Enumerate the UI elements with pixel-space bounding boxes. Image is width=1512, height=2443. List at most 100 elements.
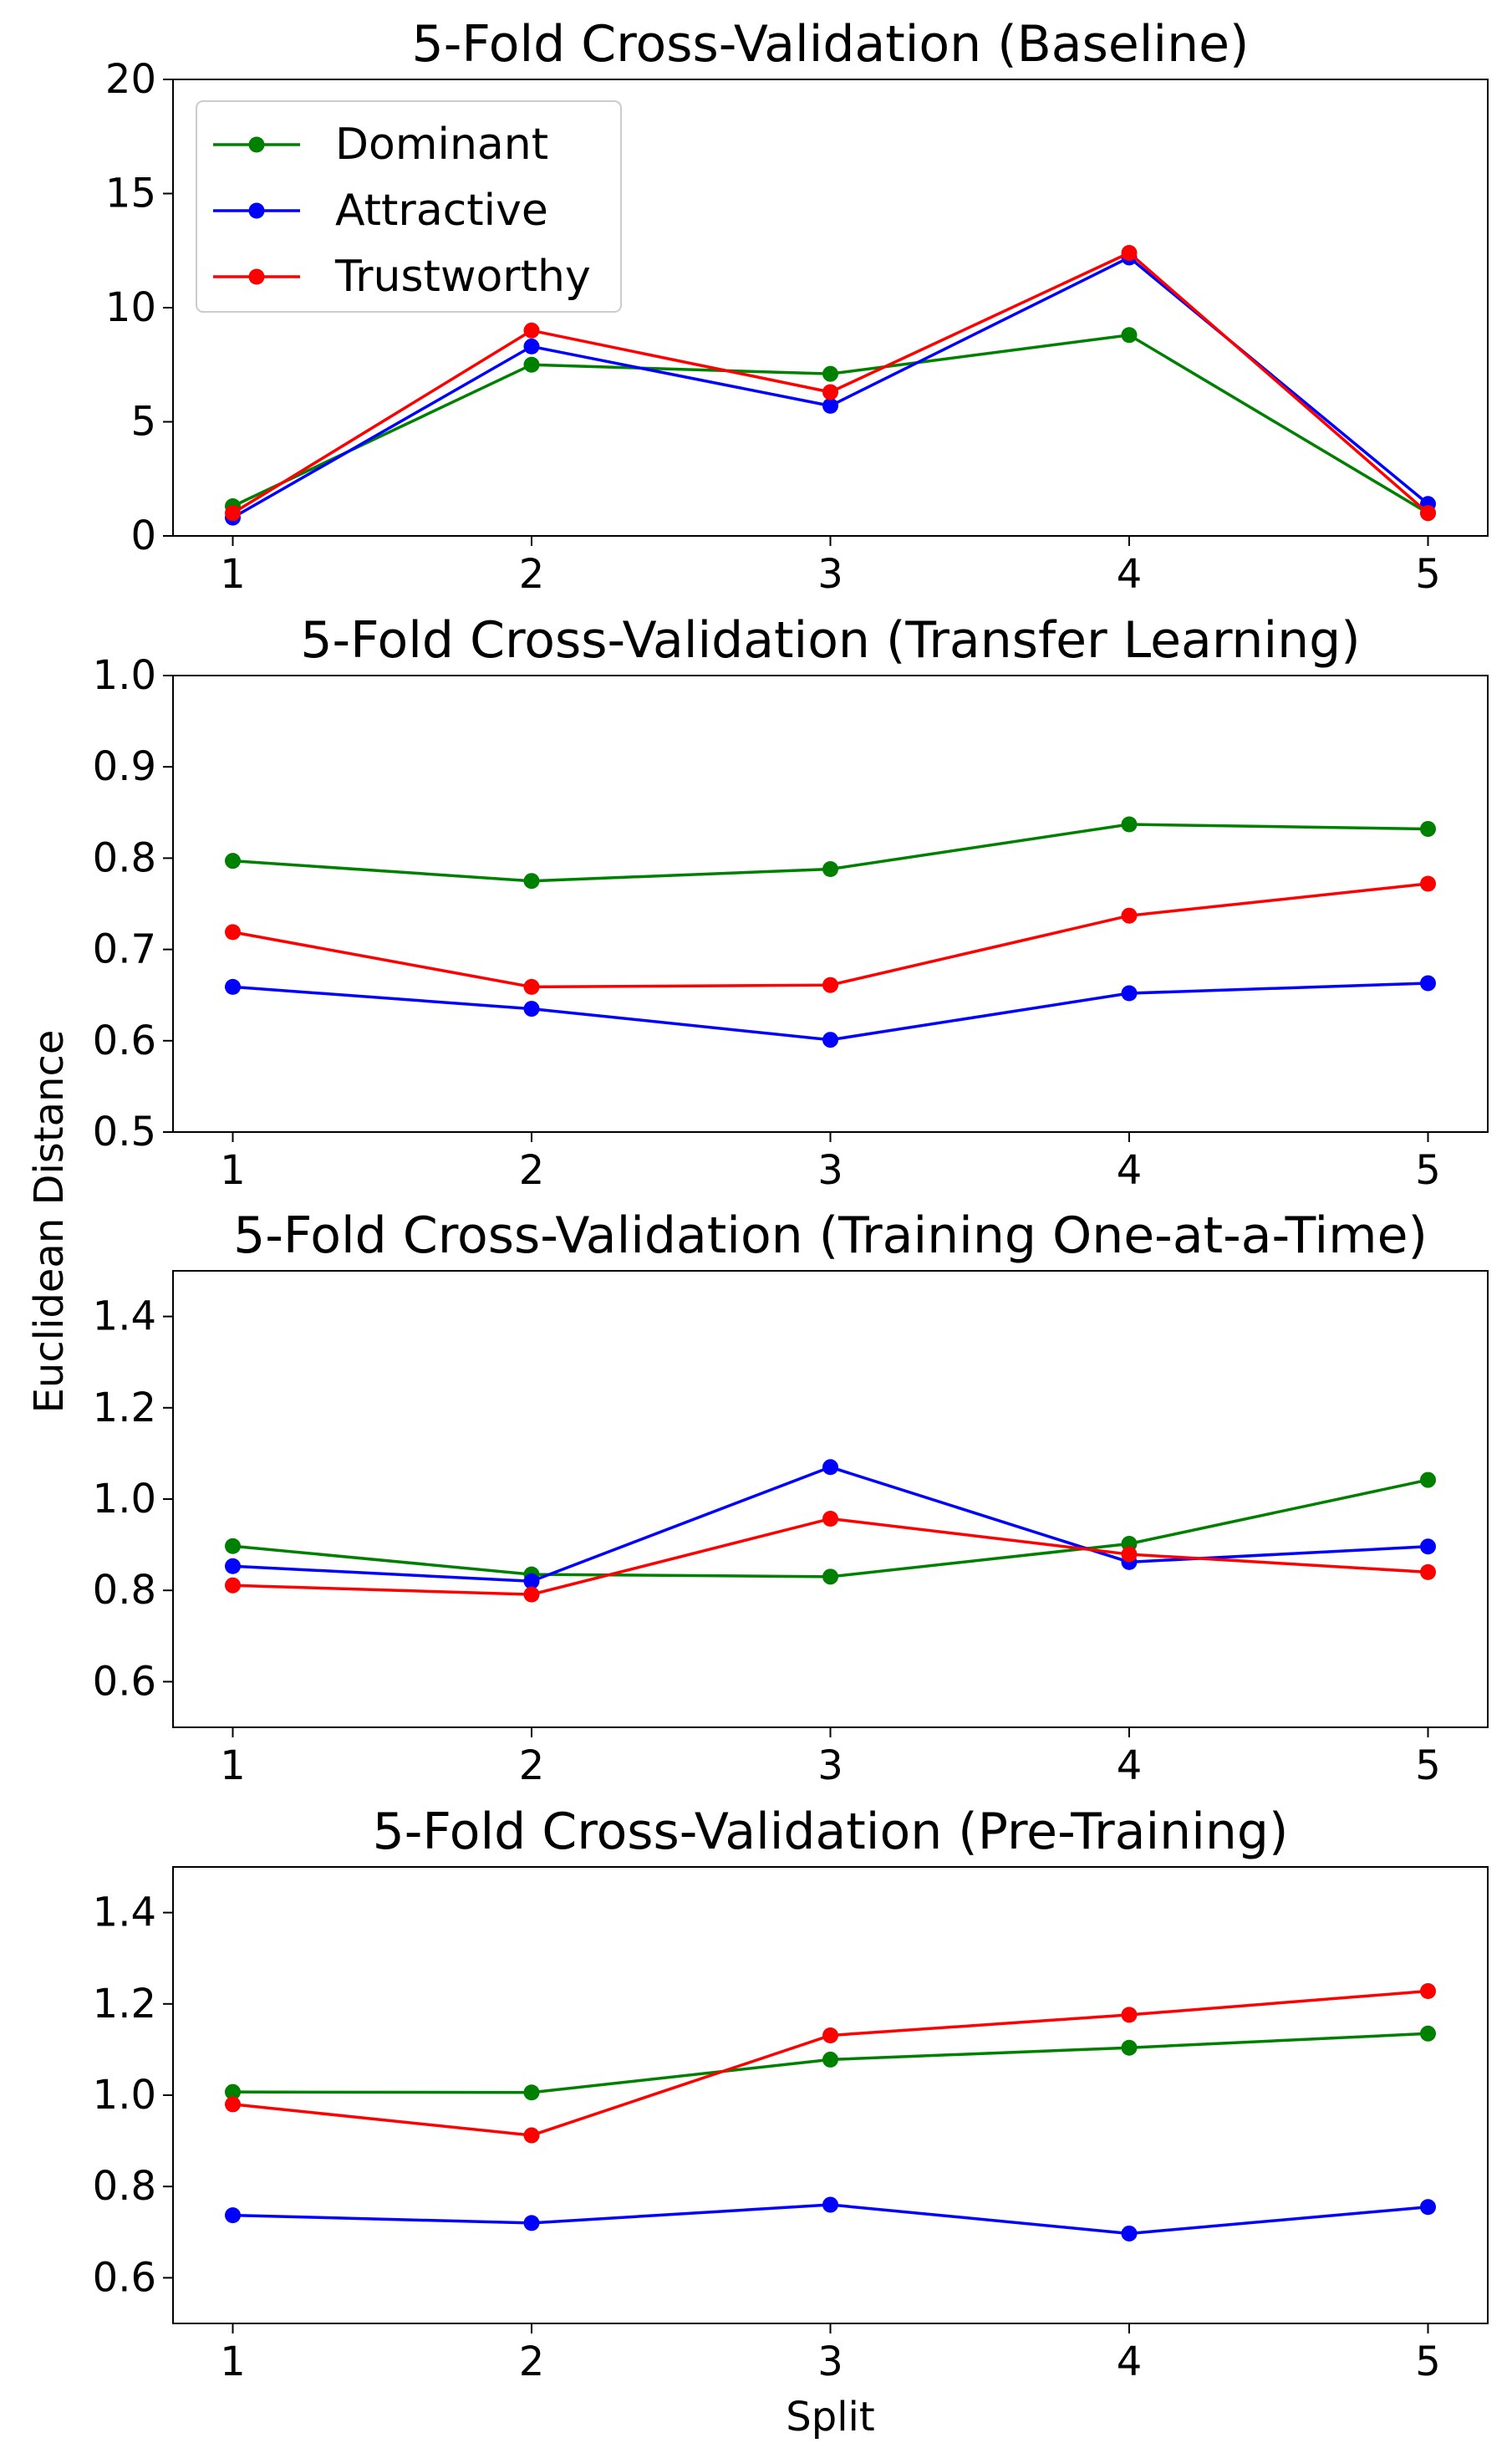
y-tick-label: 0.5: [93, 1109, 156, 1155]
data-point-dominant: [225, 2083, 241, 2100]
y-tick-label: 0.8: [93, 834, 156, 881]
data-point-attractive: [225, 1558, 241, 1574]
chart-title: 5-Fold Cross-Validation (Pre-Training): [373, 1803, 1289, 1861]
data-point-attractive: [225, 2207, 241, 2224]
data-point-trustworthy: [225, 2096, 241, 2113]
x-tick-label: 5: [1415, 1147, 1441, 1194]
data-point-attractive: [822, 397, 838, 414]
y-tick-label: 1.4: [93, 1890, 156, 1936]
data-point-trustworthy: [225, 924, 241, 941]
data-point-attractive: [523, 338, 540, 354]
panels: 5-Fold Cross-Validation (Baseline)051015…: [93, 15, 1489, 2440]
y-tick-label: 1.2: [93, 1981, 156, 2027]
data-point-trustworthy: [523, 2127, 540, 2144]
chart-panel-2: 5-Fold Cross-Validation (Transfer Learni…: [93, 611, 1489, 1194]
data-point-trustworthy: [1420, 1563, 1436, 1580]
data-point-trustworthy: [523, 1586, 540, 1603]
chart-panel-1: 5-Fold Cross-Validation (Baseline)051015…: [105, 15, 1489, 598]
y-tick-label: 15: [105, 171, 156, 217]
data-point-attractive: [822, 1459, 838, 1476]
legend-marker-dominant: [248, 136, 265, 153]
x-tick-label: 1: [220, 2338, 246, 2385]
y-tick-label: 20: [105, 56, 156, 103]
plot-frame: [172, 1270, 1489, 1728]
data-point-dominant: [523, 2084, 540, 2101]
data-point-trustworthy: [1121, 1546, 1138, 1563]
y-tick-label: 0.6: [93, 1658, 156, 1705]
x-tick-label: 4: [1117, 2338, 1143, 2385]
x-tick-label: 3: [817, 2338, 843, 2385]
data-point-dominant: [523, 873, 540, 890]
y-tick-label: 0.7: [93, 926, 156, 973]
data-point-trustworthy: [225, 1577, 241, 1594]
data-point-dominant: [225, 1538, 241, 1554]
data-point-dominant: [822, 2051, 838, 2068]
data-point-dominant: [1420, 820, 1436, 837]
legend-label-dominant: Dominant: [335, 120, 548, 170]
data-point-dominant: [523, 356, 540, 373]
data-point-trustworthy: [225, 505, 241, 522]
data-point-dominant: [1121, 327, 1138, 344]
y-tick-label: 0.9: [93, 743, 156, 790]
x-tick-label: 5: [1415, 2338, 1441, 2385]
data-point-trustworthy: [1420, 875, 1436, 892]
y-tick-label: 0.6: [93, 1017, 156, 1064]
data-point-attractive: [1420, 975, 1436, 992]
x-tick-label: 4: [1117, 1147, 1143, 1194]
legend-marker-attractive: [248, 202, 265, 219]
data-point-dominant: [1121, 816, 1138, 833]
data-point-attractive: [1121, 2225, 1138, 2242]
x-tick-label: 4: [1117, 1742, 1143, 1789]
series-line-dominant: [232, 333, 1429, 515]
data-point-trustworthy: [1121, 244, 1138, 261]
data-point-trustworthy: [1121, 907, 1138, 924]
data-point-attractive: [822, 1032, 838, 1048]
y-tick-label: 1.0: [93, 2072, 156, 2119]
x-tick-label: 5: [1415, 551, 1441, 598]
shared-y-axis-label: Euclidean Distance: [26, 1030, 73, 1414]
data-point-dominant: [822, 365, 838, 382]
data-point-trustworthy: [1420, 505, 1436, 522]
data-point-dominant: [1420, 1471, 1436, 1488]
data-point-attractive: [1121, 985, 1138, 1002]
data-point-dominant: [822, 1568, 838, 1585]
data-point-dominant: [225, 853, 241, 870]
data-point-trustworthy: [1420, 1983, 1436, 2000]
y-tick-label: 5: [130, 399, 156, 446]
x-tick-label: 2: [519, 1147, 545, 1194]
y-tick-label: 10: [105, 284, 156, 331]
plot-frame: [172, 675, 1489, 1133]
y-tick-label: 1.4: [93, 1293, 156, 1340]
data-point-trustworthy: [822, 384, 838, 400]
legend: Dominant Attractive Trustworthy: [196, 100, 622, 313]
x-tick-label: 1: [220, 551, 246, 598]
data-point-trustworthy: [1121, 2007, 1138, 2023]
data-point-attractive: [1420, 2199, 1436, 2216]
x-tick-label: 3: [817, 1147, 843, 1194]
data-point-dominant: [1420, 2025, 1436, 2042]
x-tick-label: 4: [1117, 551, 1143, 598]
chart-title: 5-Fold Cross-Validation (Baseline): [412, 15, 1250, 74]
y-tick-label: 1.0: [93, 1476, 156, 1522]
data-point-trustworthy: [822, 2027, 838, 2043]
legend-label-attractive: Attractive: [335, 186, 548, 236]
y-tick-label: 0.8: [93, 2163, 156, 2210]
x-tick-label: 2: [519, 551, 545, 598]
y-tick-label: 0.8: [93, 1567, 156, 1614]
chart-title: 5-Fold Cross-Validation (Training One-at…: [233, 1206, 1428, 1265]
legend-label-trustworthy: Trustworthy: [334, 252, 591, 302]
series-line-trustworthy: [232, 882, 1428, 989]
plot-frame: [172, 1866, 1489, 2324]
x-axis-label: Split: [786, 2394, 874, 2440]
data-point-attractive: [523, 1573, 540, 1589]
legend-marker-trustworthy: [248, 268, 265, 285]
data-point-trustworthy: [822, 977, 838, 993]
data-point-trustworthy: [523, 322, 540, 339]
data-point-dominant: [1121, 2039, 1138, 2056]
data-point-trustworthy: [822, 1510, 838, 1527]
x-tick-label: 3: [817, 551, 843, 598]
chart-title: 5-Fold Cross-Validation (Transfer Learni…: [300, 611, 1360, 670]
data-point-attractive: [822, 2196, 838, 2213]
x-tick-label: 2: [519, 2338, 545, 2385]
